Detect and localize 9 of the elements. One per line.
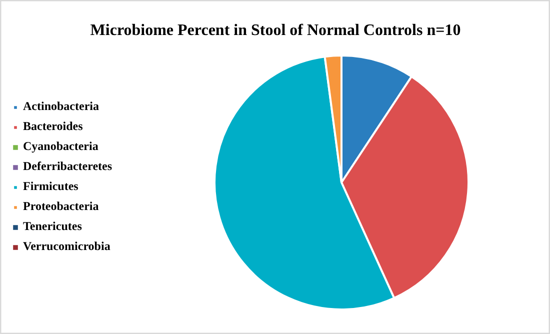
legend-label: Actinobacteria [23,99,99,114]
chart-title: Microbiome Percent in Stool of Normal Controls n=10 [90,22,461,39]
legend-label: Firmicutes [23,179,78,194]
legend-label: Deferribacteretes [23,159,112,174]
legend-label: Cyanobacteria [23,139,98,154]
legend-label: Bacteroides [23,119,83,134]
legend-label: Tenericutes [23,219,82,234]
legend-label: Verrucomicrobia [23,239,110,254]
legend-label: Proteobacteria [23,199,99,214]
